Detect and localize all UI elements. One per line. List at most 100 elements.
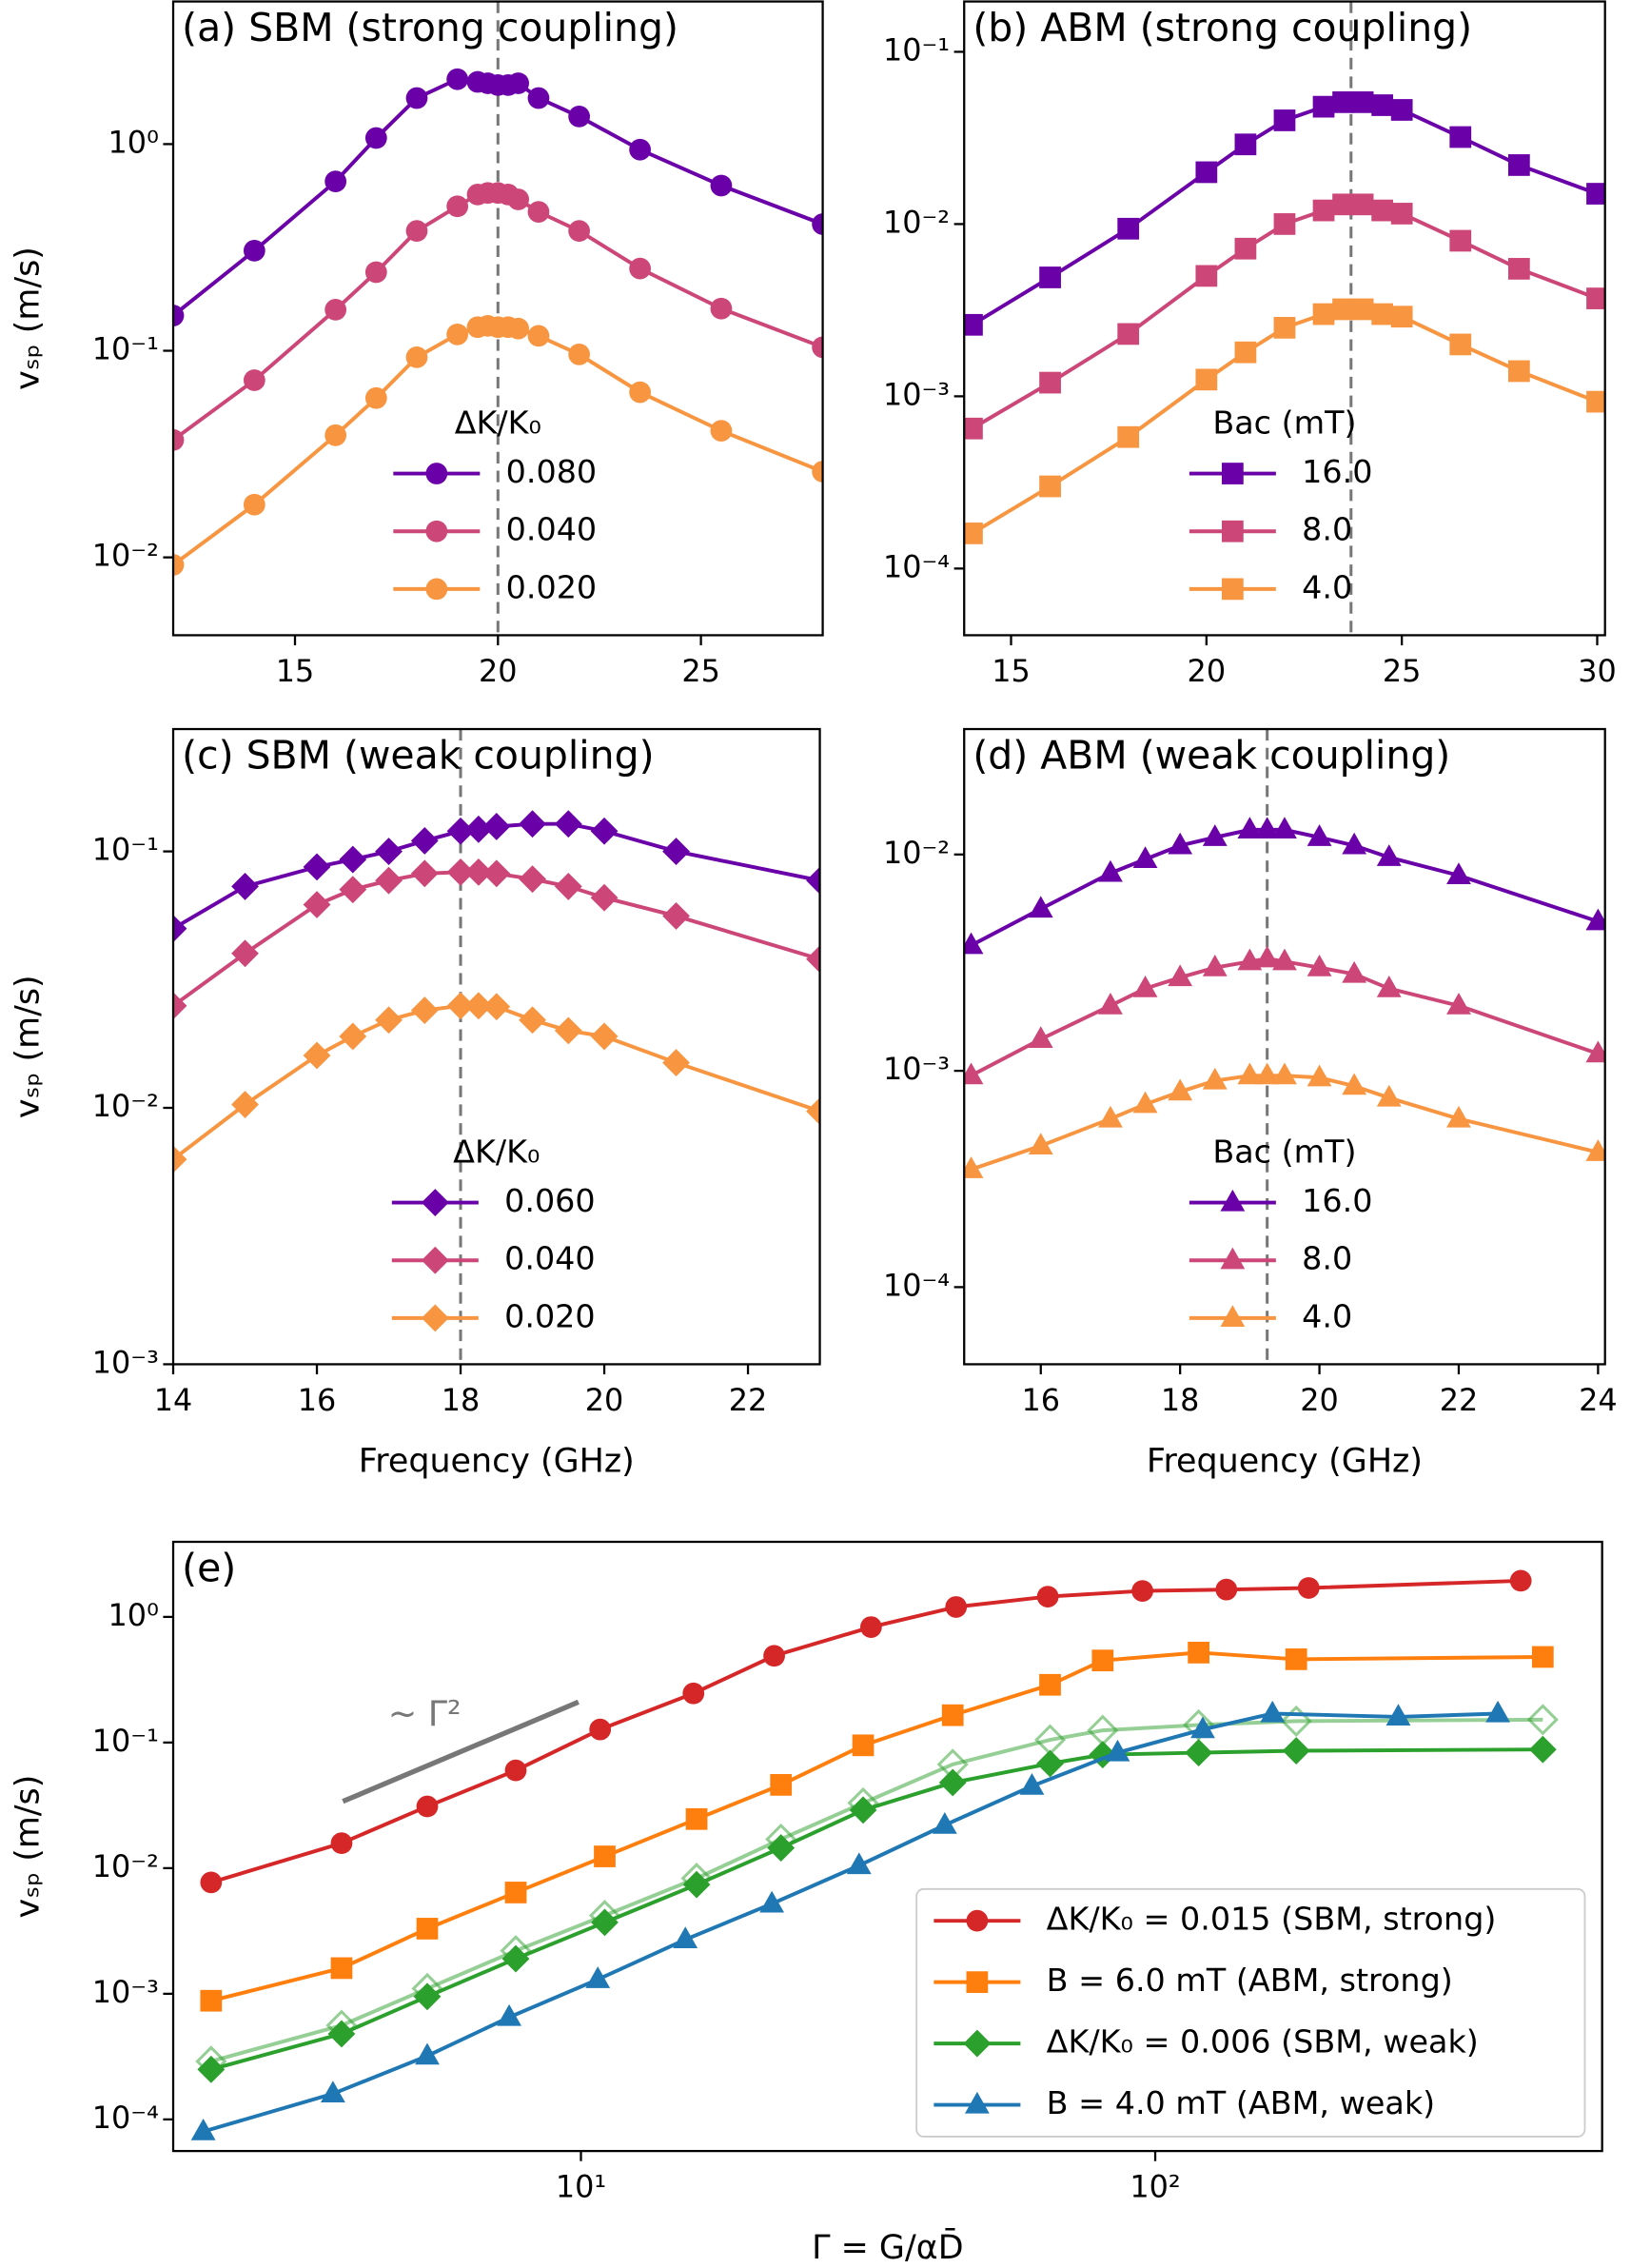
y-tick-label: 10⁰ <box>108 124 159 160</box>
marker <box>1220 1189 1246 1212</box>
marker <box>1307 824 1332 846</box>
marker <box>1390 306 1413 328</box>
legend-label: 16.0 <box>1302 1182 1372 1219</box>
legend-label: B = 4.0 mT (ABM, weak) <box>1047 2084 1435 2121</box>
marker <box>1586 287 1605 309</box>
marker <box>1039 371 1061 394</box>
marker <box>231 939 259 968</box>
series-line <box>971 202 1599 430</box>
marker <box>964 417 983 440</box>
marker <box>1220 1247 1246 1270</box>
legend-label: 4.0 <box>1302 1297 1352 1334</box>
x-axis-label: Frequency (GHz) <box>1147 1443 1423 1481</box>
legend-label: ΔK/K₀ = 0.006 (SBM, weak) <box>1047 2023 1479 2061</box>
marker <box>1446 993 1471 1015</box>
marker <box>964 2091 990 2114</box>
marker <box>446 195 469 218</box>
legend-label: 0.020 <box>506 568 598 605</box>
legend-label: ΔK/K₀ = 0.015 (SBM, strong) <box>1047 1901 1497 1938</box>
marker <box>1039 475 1061 498</box>
marker <box>1168 832 1193 855</box>
marker <box>243 493 265 516</box>
marker <box>1528 1735 1557 1764</box>
marker <box>966 1971 989 1994</box>
marker <box>1221 520 1244 542</box>
marker <box>527 325 550 347</box>
marker <box>243 369 265 391</box>
x-tick-label: 25 <box>681 653 720 689</box>
marker <box>416 1795 439 1818</box>
marker <box>482 859 511 888</box>
panel-title: (d) ABM (weak coupling) <box>973 732 1450 778</box>
marker <box>1273 213 1296 235</box>
series-line <box>970 957 1600 1077</box>
legend-box <box>915 1887 1586 2138</box>
plot-frame <box>171 1540 1603 2153</box>
marker <box>1028 896 1053 918</box>
legend-label: 16.0 <box>1302 453 1372 490</box>
marker <box>1485 1700 1510 1723</box>
y-tick-label: 10⁻¹ <box>92 1723 159 1759</box>
plot-area <box>964 1 1605 636</box>
x-axis-label: Frequency (GHz) <box>359 1443 635 1481</box>
legend-label: 0.020 <box>504 1297 596 1334</box>
marker <box>849 1796 877 1824</box>
marker <box>759 1890 785 1913</box>
plot-frame <box>963 0 1606 637</box>
marker <box>1019 1773 1045 1795</box>
legend-label: 0.080 <box>506 453 598 490</box>
marker <box>1105 1739 1130 1762</box>
series-line <box>173 870 820 1008</box>
x-tick-label: 15 <box>992 653 1031 689</box>
marker <box>519 810 546 838</box>
marker <box>1371 303 1394 325</box>
marker <box>339 845 367 874</box>
marker <box>673 1926 698 1949</box>
legend-label: B = 6.0 mT (ABM, strong) <box>1047 1962 1453 1999</box>
series-line <box>970 827 1599 948</box>
marker <box>1254 945 1280 968</box>
marker <box>504 1759 527 1782</box>
marker <box>1098 859 1123 882</box>
marker <box>585 1966 611 1988</box>
marker <box>507 72 530 94</box>
legend-title: Bac (mT) <box>1212 404 1356 441</box>
marker <box>519 865 546 894</box>
x-tick-label: 15 <box>276 653 315 689</box>
marker <box>629 381 651 404</box>
marker <box>590 1022 619 1051</box>
marker <box>173 554 185 576</box>
y-tick-label: 10⁻⁴ <box>883 548 950 584</box>
marker <box>1509 1569 1532 1592</box>
y-tick-label: 10⁻³ <box>92 1974 159 2010</box>
marker <box>364 261 387 284</box>
x-tick-label: 30 <box>1578 653 1617 689</box>
marker <box>1202 1067 1228 1090</box>
panel-title: (c) SBM (weak coupling) <box>182 732 654 778</box>
marker <box>1273 109 1296 131</box>
marker <box>421 1189 449 1216</box>
marker <box>1117 323 1140 345</box>
marker <box>321 2081 345 2103</box>
marker <box>1280 1705 1312 1737</box>
marker <box>1385 1704 1411 1726</box>
marker <box>554 810 582 838</box>
marker <box>405 220 428 243</box>
series-line <box>210 1747 1543 2072</box>
y-tick-label: 10⁻² <box>883 835 950 871</box>
marker <box>1183 1708 1215 1741</box>
marker <box>710 174 733 197</box>
marker <box>375 838 403 865</box>
x-tick-label: 18 <box>1161 1382 1200 1418</box>
plot-area <box>173 729 820 1365</box>
y-tick-label: 10⁻³ <box>883 376 950 412</box>
series-line <box>210 1717 1543 2063</box>
marker <box>770 1774 793 1796</box>
marker <box>446 68 469 90</box>
plot-frame <box>963 727 1606 1366</box>
marker <box>1526 1704 1559 1736</box>
x-tick-label: 14 <box>154 1382 193 1418</box>
marker <box>339 876 367 904</box>
marker <box>324 424 347 446</box>
y-tick-label: 10⁻¹ <box>92 331 159 367</box>
